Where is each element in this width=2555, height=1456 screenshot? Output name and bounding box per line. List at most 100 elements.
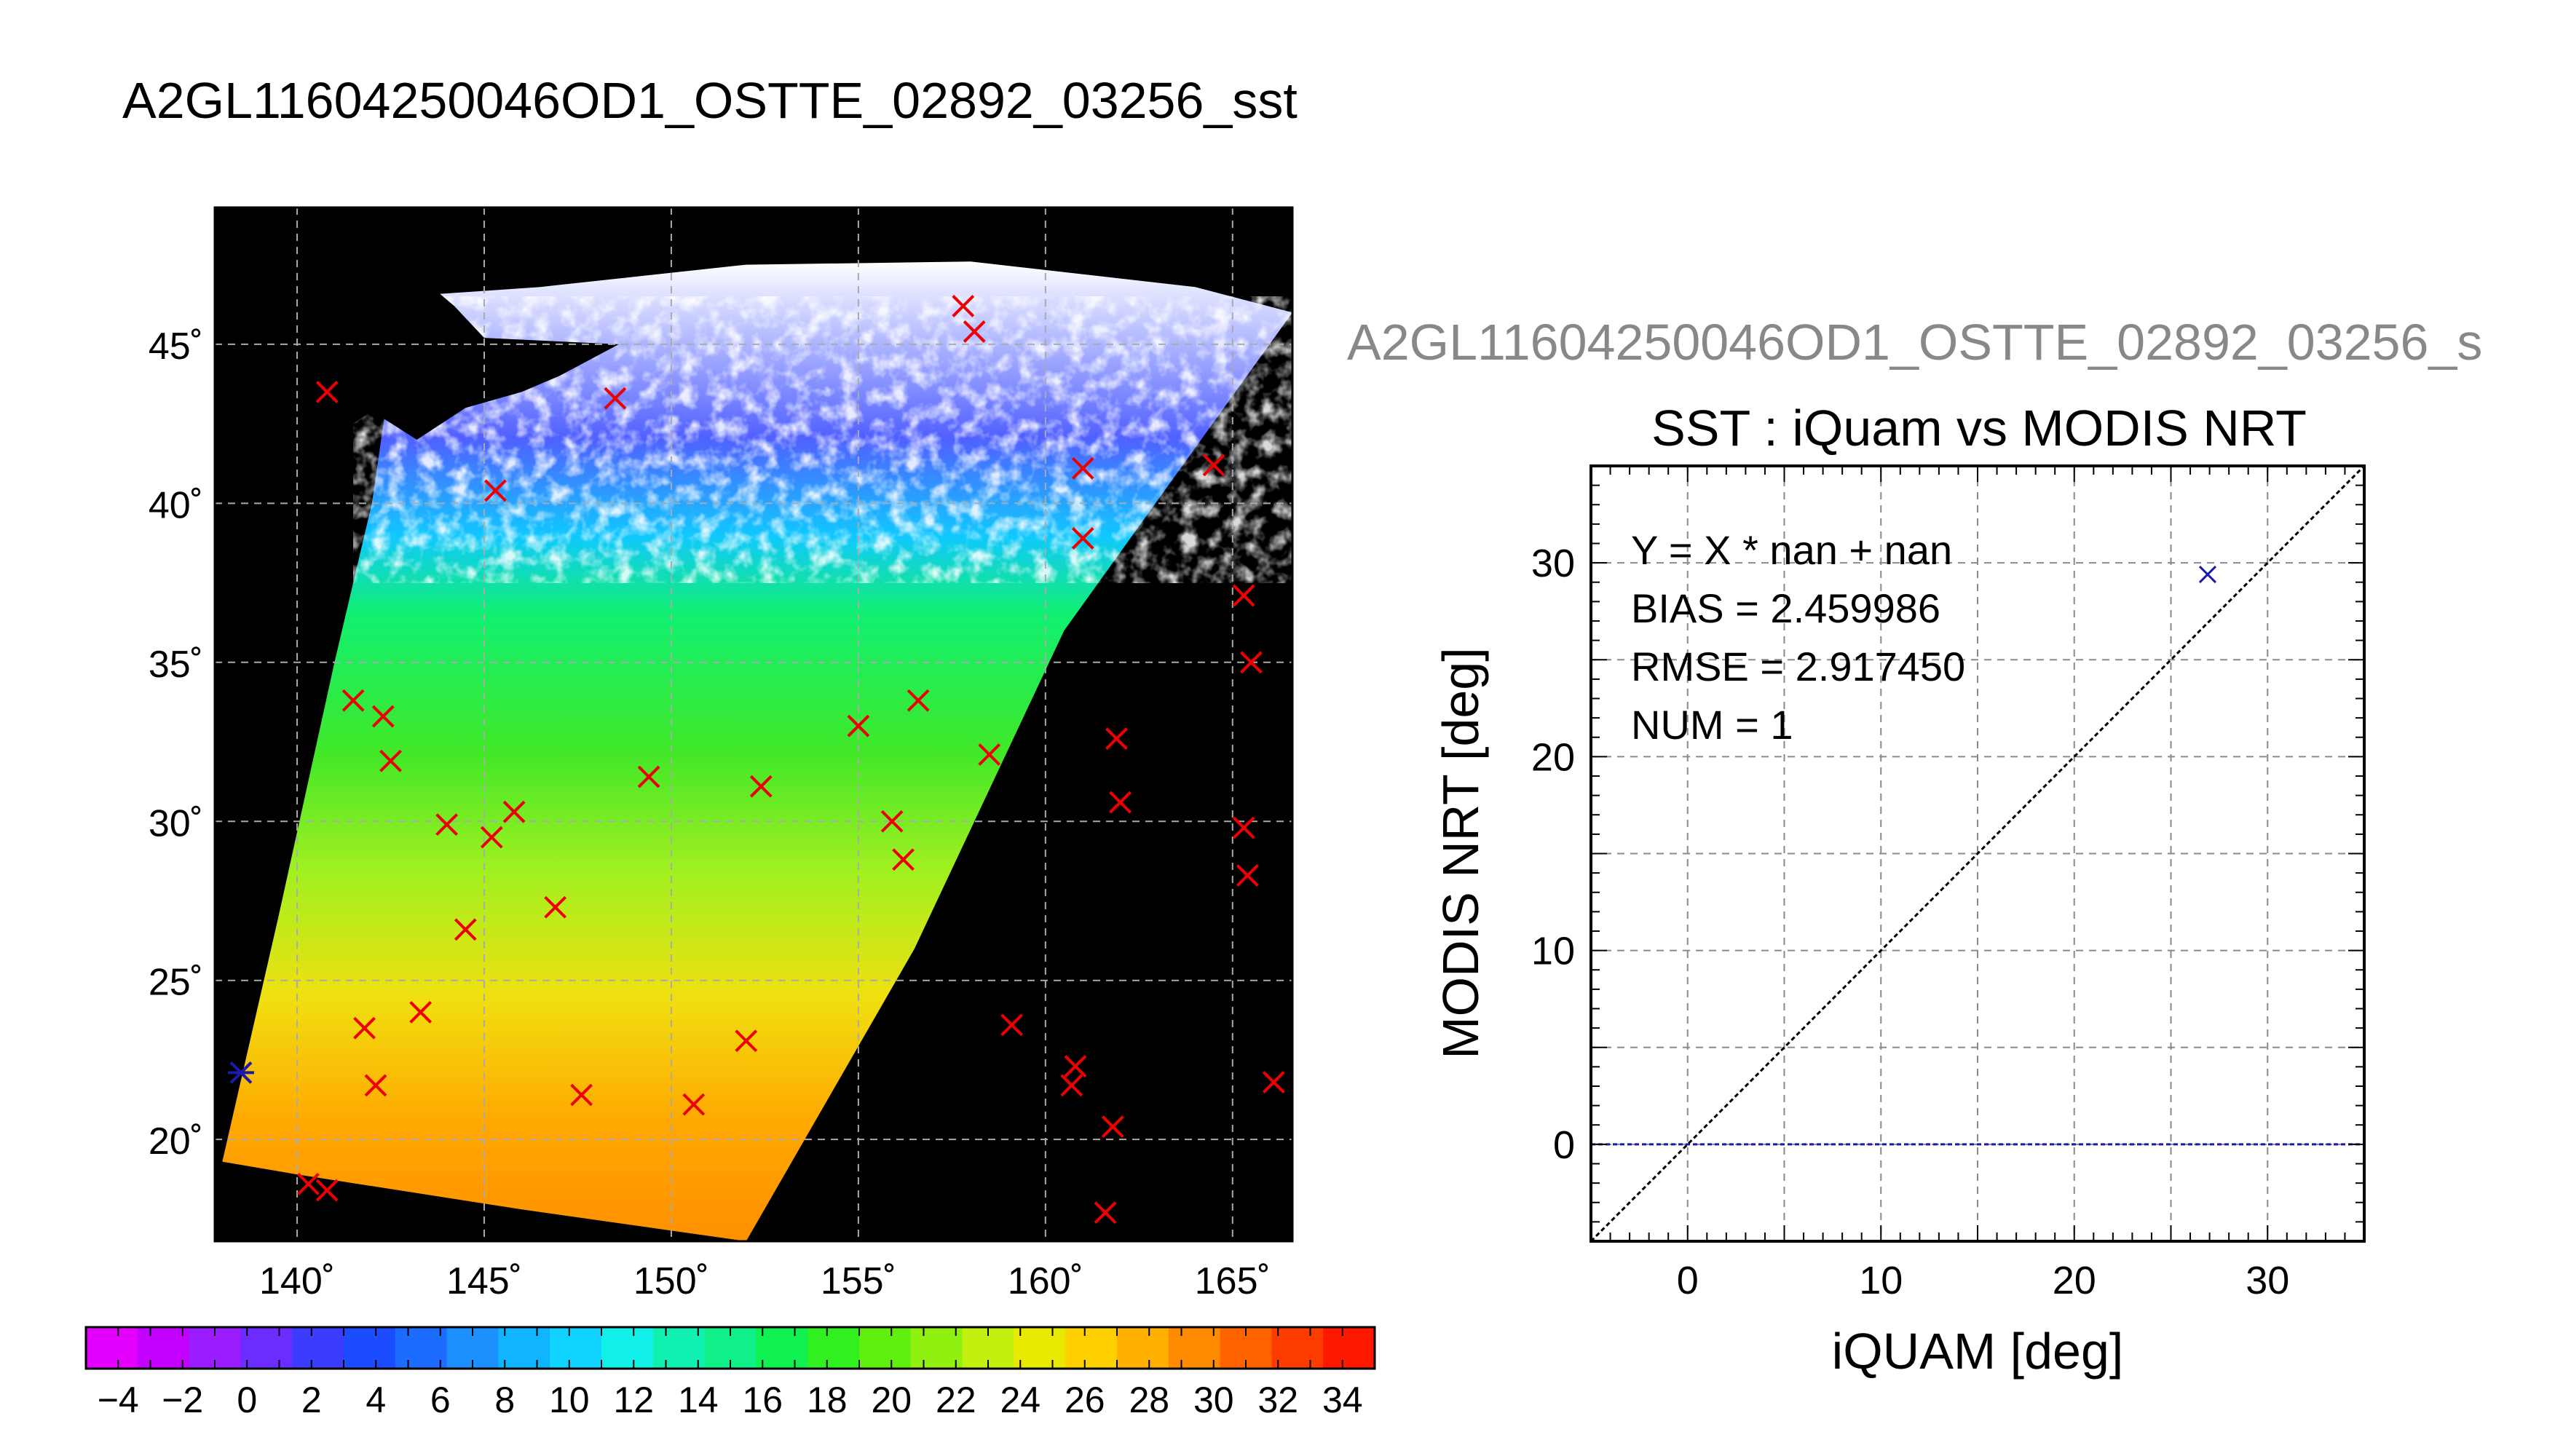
colorbar-cell	[344, 1327, 396, 1369]
colorbar-cell	[807, 1327, 860, 1369]
colorbar-cell	[756, 1327, 808, 1369]
station-marker	[952, 295, 975, 317]
station-marker	[480, 826, 503, 849]
map-y-tick-label: 25˚	[149, 962, 203, 1004]
station-marker	[570, 1083, 593, 1107]
colorbar-tick-label: 28	[1129, 1380, 1169, 1420]
colorbar-cell	[910, 1327, 963, 1369]
station-marker	[1094, 1201, 1117, 1224]
station-marker	[454, 918, 477, 941]
colorbar-cell	[652, 1327, 706, 1369]
map-x-tick-label: 140˚	[259, 1260, 335, 1302]
colorbar-tick-label: 12	[613, 1380, 654, 1420]
station-marker	[371, 705, 395, 728]
station-marker	[1071, 526, 1094, 550]
station-marker	[1105, 727, 1128, 751]
station-marker	[637, 765, 660, 788]
station-marker	[353, 1016, 376, 1040]
map-title: A2GL11604250046OD1_OSTTE_02892_03256_sst	[122, 72, 1298, 129]
station-marker	[297, 1172, 320, 1195]
colorbar-tick-label: 30	[1193, 1380, 1234, 1420]
colorbar-tick-label: 18	[807, 1380, 848, 1420]
scatter-title: SST : iQuam vs MODIS NRT	[1651, 400, 2307, 456]
map-x-tick-label: 155˚	[821, 1260, 896, 1302]
colorbar-tick-label: 34	[1322, 1380, 1363, 1420]
station-marker	[484, 479, 507, 502]
station-marker	[364, 1074, 387, 1097]
colorbar-cell	[1065, 1327, 1118, 1369]
station-marker	[1232, 816, 1255, 839]
colorbar-cell	[86, 1327, 138, 1369]
station-marker	[315, 1179, 339, 1202]
map-x-tick-label: 145˚	[446, 1260, 522, 1302]
map-x-tick-label: 165˚	[1195, 1260, 1271, 1302]
scatter-x-tick-labels: 0 10 20 30	[1677, 1259, 2290, 1302]
colorbar-cell	[498, 1327, 550, 1369]
map-y-tick-label: 35˚	[149, 644, 203, 686]
one-to-one-line	[1590, 464, 2366, 1243]
station-marker	[907, 689, 930, 712]
station-marker	[1262, 1071, 1285, 1093]
station-marker	[880, 810, 904, 833]
scatter-y-tick-label: 10	[1531, 930, 1575, 973]
colorbar-cell	[240, 1327, 293, 1369]
scatter-annotation-bias: BIAS = 2.459986	[1631, 585, 1940, 631]
colorbar-cell	[1271, 1327, 1324, 1369]
map-grid	[215, 207, 1292, 1241]
scatter-point	[2198, 566, 2217, 584]
land-mass-japan	[215, 207, 619, 567]
station-marker	[1071, 456, 1094, 480]
station-marker	[544, 895, 567, 919]
map-x-tick-label: 150˚	[633, 1260, 709, 1302]
station-marker	[978, 743, 1001, 766]
station-marker	[1064, 1055, 1087, 1078]
colorbar-tick-label: −2	[162, 1380, 203, 1420]
colorbar-tick-label: 24	[1000, 1380, 1040, 1420]
map-panel: 140˚ 145˚ 150˚ 155˚ 160˚ 165˚ 20˚ 25˚ 30˚ 35˚ 40˚…	[149, 206, 1294, 1302]
station-marker	[1202, 454, 1225, 477]
station-marker	[1240, 651, 1263, 674]
colorbar-tick-label: 6	[430, 1380, 451, 1420]
colorbar-tick-label: 32	[1257, 1380, 1298, 1420]
scatter-x-axis-label: iQUAM [deg]	[1832, 1323, 2124, 1380]
colorbar: −4 −2 0 2 4 6 8 10 12 14 16 18 20 22 24 26 28 30 32 34	[84, 1326, 1376, 1420]
matchup-marker	[227, 1061, 254, 1084]
scatter-y-axis-label: MODIS NRT [deg]	[1432, 647, 1489, 1059]
map-y-tick-label: 45˚	[149, 325, 203, 368]
scatter-y-tick-label: 30	[1531, 542, 1575, 585]
colorbar-cell	[395, 1327, 448, 1369]
station-marker	[502, 800, 526, 823]
scatter-x-tick-label: 30	[2246, 1259, 2289, 1302]
station-marker	[435, 813, 459, 836]
scatter-points	[2198, 566, 2217, 584]
map-x-tick-labels: 140˚ 145˚ 150˚ 155˚ 160˚ 165˚	[259, 1260, 1271, 1302]
colorbar-cell	[1168, 1327, 1221, 1369]
station-marker	[682, 1093, 706, 1116]
station-marker	[1101, 1115, 1124, 1139]
station-marker	[604, 387, 627, 410]
map-y-tick-label: 40˚	[149, 484, 203, 526]
colorbar-cell	[1323, 1327, 1375, 1369]
colorbar-tick-label: 8	[494, 1380, 515, 1420]
scatter-x-tick-label: 10	[1859, 1259, 1903, 1302]
map-x-tick-label: 160˚	[1008, 1260, 1083, 1302]
colorbar-cell	[292, 1327, 344, 1369]
station-marker	[379, 749, 402, 772]
station-marker	[409, 1001, 433, 1024]
station-marker	[341, 689, 365, 712]
map-y-tick-labels: 20˚ 25˚ 30˚ 35˚ 40˚ 45˚	[149, 325, 203, 1163]
scatter-y-tick-label: 0	[1553, 1123, 1575, 1167]
colorbar-cell	[859, 1327, 912, 1369]
colorbar-tick-label: 10	[549, 1380, 590, 1420]
scatter-x-tick-label: 0	[1677, 1259, 1699, 1302]
colorbar-tick-label: 0	[237, 1380, 257, 1420]
station-marker	[1109, 791, 1132, 814]
scatter-panel: SST : iQuam vs MODIS NRT 0 10 20 30 0 10 20 30…	[1432, 400, 2366, 1380]
colorbar-tick-label: 4	[366, 1380, 386, 1420]
scatter-title-grey: A2GL11604250046OD1_OSTTE_02892_03256_s	[1347, 314, 2483, 371]
scatter-annotation-fit: Y = X * nan + nan	[1631, 527, 1952, 573]
station-marker	[892, 848, 915, 871]
colorbar-cell	[1117, 1327, 1169, 1369]
scatter-annotation-num: NUM = 1	[1631, 702, 1793, 748]
